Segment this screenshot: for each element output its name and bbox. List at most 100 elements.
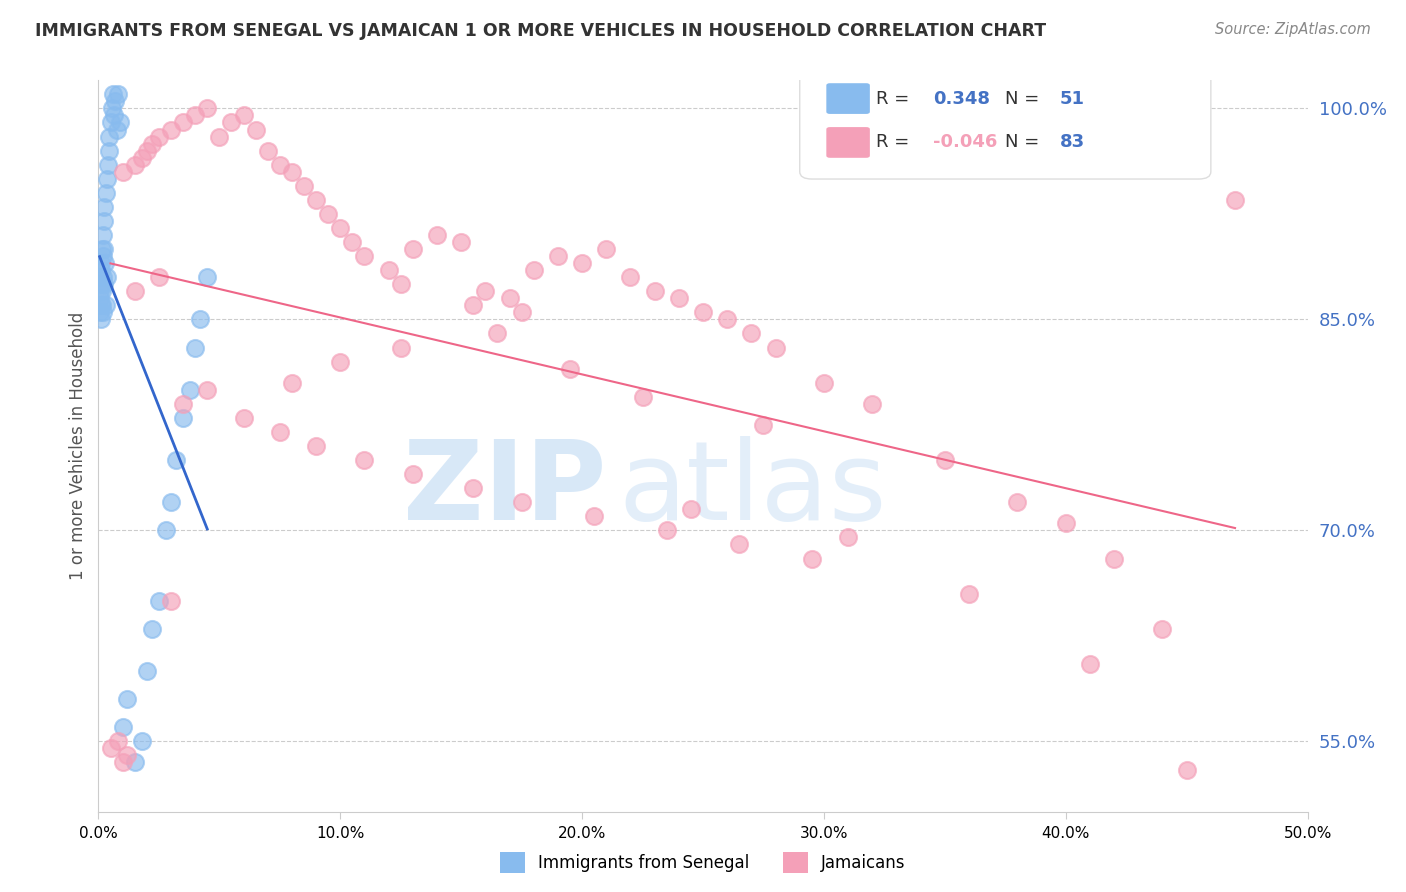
- Point: [148, 270, 170, 285]
- Point: [165, 453, 187, 467]
- Point: [108, 115, 131, 129]
- Point: [644, 285, 666, 299]
- Point: [281, 164, 304, 178]
- Point: [377, 263, 399, 277]
- Point: [800, 551, 823, 566]
- Point: [752, 417, 775, 432]
- Point: [256, 144, 278, 158]
- Point: [184, 341, 207, 355]
- Text: R =: R =: [876, 89, 915, 108]
- Point: [93, 214, 115, 228]
- Text: 0.348: 0.348: [932, 89, 990, 108]
- FancyBboxPatch shape: [800, 66, 1211, 179]
- Point: [716, 312, 738, 326]
- Point: [94, 256, 117, 270]
- Point: [100, 115, 122, 129]
- Point: [208, 129, 231, 144]
- Point: [195, 102, 218, 116]
- Point: [90, 277, 112, 292]
- Point: [595, 242, 617, 256]
- Point: [111, 164, 134, 178]
- Legend: Immigrants from Senegal, Jamaicans: Immigrants from Senegal, Jamaicans: [494, 846, 912, 880]
- Y-axis label: 1 or more Vehicles in Household: 1 or more Vehicles in Household: [69, 312, 87, 580]
- Point: [91, 285, 114, 299]
- Point: [90, 263, 112, 277]
- Point: [463, 298, 485, 312]
- Point: [571, 256, 593, 270]
- Point: [155, 524, 177, 538]
- Point: [463, 481, 485, 495]
- Point: [547, 249, 569, 263]
- Point: [91, 227, 114, 242]
- Point: [104, 95, 127, 109]
- Point: [353, 453, 375, 467]
- Text: -0.046: -0.046: [932, 134, 997, 152]
- Point: [860, 397, 883, 411]
- Point: [94, 186, 117, 200]
- Point: [97, 144, 120, 158]
- Point: [523, 263, 546, 277]
- Point: [89, 285, 111, 299]
- Point: [1054, 516, 1077, 531]
- Point: [510, 305, 533, 319]
- Point: [269, 158, 291, 172]
- Point: [117, 748, 139, 763]
- Point: [329, 354, 352, 368]
- Point: [93, 242, 115, 256]
- Point: [740, 326, 762, 341]
- Point: [117, 692, 139, 706]
- Point: [389, 277, 412, 292]
- Point: [91, 249, 114, 263]
- Point: [101, 87, 124, 102]
- Point: [1152, 622, 1174, 636]
- Point: [619, 270, 641, 285]
- Point: [96, 171, 118, 186]
- Point: [195, 383, 218, 397]
- Point: [172, 410, 194, 425]
- Point: [232, 410, 254, 425]
- Point: [91, 270, 114, 285]
- Point: [111, 756, 134, 770]
- Text: IMMIGRANTS FROM SENEGAL VS JAMAICAN 1 OR MORE VEHICLES IN HOUSEHOLD CORRELATION : IMMIGRANTS FROM SENEGAL VS JAMAICAN 1 OR…: [35, 22, 1046, 40]
- Point: [141, 136, 163, 151]
- Point: [98, 129, 121, 144]
- Point: [148, 593, 170, 607]
- Point: [124, 158, 146, 172]
- Point: [269, 425, 291, 439]
- Point: [89, 291, 111, 305]
- Text: N =: N =: [1005, 134, 1045, 152]
- Point: [131, 151, 153, 165]
- Point: [172, 115, 194, 129]
- Point: [141, 622, 163, 636]
- Point: [91, 305, 114, 319]
- Point: [655, 524, 678, 538]
- Point: [107, 87, 129, 102]
- Point: [316, 207, 339, 221]
- Point: [813, 376, 835, 390]
- Point: [232, 108, 254, 122]
- Point: [89, 270, 111, 285]
- Point: [631, 390, 654, 404]
- Point: [450, 235, 472, 249]
- Point: [148, 129, 170, 144]
- Point: [91, 242, 114, 256]
- Point: [692, 305, 714, 319]
- Point: [160, 593, 183, 607]
- Point: [124, 285, 146, 299]
- Point: [97, 158, 120, 172]
- Point: [329, 221, 352, 235]
- Point: [1102, 551, 1125, 566]
- Point: [160, 495, 183, 509]
- Point: [1007, 495, 1029, 509]
- Point: [679, 502, 702, 516]
- Point: [94, 298, 117, 312]
- Point: [172, 397, 194, 411]
- Text: 51: 51: [1060, 89, 1084, 108]
- Point: [558, 361, 581, 376]
- Point: [91, 298, 114, 312]
- Point: [221, 115, 243, 129]
- Point: [498, 291, 520, 305]
- Point: [245, 122, 267, 136]
- Point: [93, 277, 115, 292]
- Point: [292, 178, 315, 193]
